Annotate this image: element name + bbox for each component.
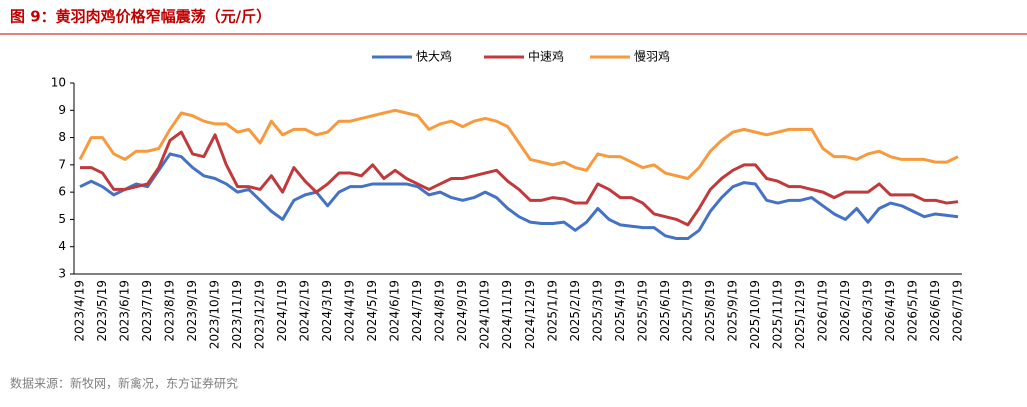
x-tick-label: 2025/11/19 (770, 280, 784, 349)
x-tick-label: 2025/1/19 (545, 280, 559, 342)
x-tick-label: 2025/9/19 (725, 280, 739, 342)
x-tick-label: 2024/5/19 (365, 280, 379, 342)
legend-label: 快大鸡 (416, 49, 452, 64)
x-tick-label: 2024/8/19 (433, 280, 447, 342)
x-tick-label: 2026/3/19 (860, 280, 874, 342)
x-tick-label: 2025/5/19 (635, 280, 649, 342)
y-tick-label: 4 (58, 239, 66, 253)
x-tick-label: 2026/6/19 (928, 280, 942, 342)
y-tick-label: 5 (58, 212, 66, 226)
x-tick-label: 2023/8/19 (163, 280, 177, 342)
y-tick-label: 10 (51, 76, 66, 90)
x-tick-label: 2024/4/19 (343, 280, 357, 342)
x-tick-label: 2023/11/19 (230, 280, 244, 349)
x-tick-label: 2024/12/19 (523, 280, 537, 349)
x-tick-label: 2025/2/19 (568, 280, 582, 342)
x-tick-label: 2024/10/19 (478, 280, 492, 349)
y-tick-label: 6 (58, 185, 66, 199)
x-tick-label: 2026/4/19 (883, 280, 897, 342)
x-tick-label: 2025/4/19 (613, 280, 627, 342)
x-tick-label: 2026/2/19 (838, 280, 852, 342)
x-tick-label: 2025/6/19 (658, 280, 672, 342)
y-tick-label: 7 (58, 157, 66, 171)
x-tick-label: 2024/3/19 (320, 280, 334, 342)
y-tick-label: 9 (58, 103, 66, 117)
x-tick-label: 2026/1/19 (815, 280, 829, 342)
chart-title: 图 9：黄羽肉鸡价格窄幅震荡（元/斤） (10, 8, 271, 26)
x-tick-label: 2025/7/19 (680, 280, 694, 342)
x-tick-label: 2025/12/19 (793, 280, 807, 349)
x-tick-label: 2024/9/19 (455, 280, 469, 342)
x-tick-label: 2025/3/19 (590, 280, 604, 342)
x-tick-label: 2024/1/19 (275, 280, 289, 342)
x-tick-label: 2023/6/19 (118, 280, 132, 342)
x-tick-label: 2025/8/19 (703, 280, 717, 342)
series-line (80, 130, 959, 227)
y-tick-label: 8 (58, 130, 66, 144)
x-tick-label: 2024/2/19 (298, 280, 312, 342)
x-tick-label: 2023/10/19 (208, 280, 222, 349)
legend-label: 中速鸡 (528, 49, 564, 64)
source-note: 数据来源：新牧网，新禽况，东方证券研究 (10, 376, 238, 391)
x-tick-label: 2026/5/19 (905, 280, 919, 342)
series-line (79, 152, 959, 241)
x-tick-label: 2025/10/19 (748, 280, 762, 349)
x-tick-label: 2026/7/19 (951, 280, 965, 342)
x-tick-label: 2023/4/19 (73, 280, 87, 342)
y-tick-label: 3 (58, 267, 66, 281)
x-tick-label: 2023/9/19 (185, 280, 199, 342)
x-tick-label: 2023/12/19 (253, 280, 267, 349)
series-line (78, 108, 959, 180)
legend-label: 慢羽鸡 (634, 49, 670, 64)
x-tick-label: 2024/7/19 (410, 280, 424, 342)
x-tick-label: 2023/5/19 (95, 280, 109, 342)
x-tick-label: 2024/11/19 (500, 280, 514, 349)
x-tick-label: 2023/7/19 (140, 280, 154, 342)
x-tick-label: 2024/6/19 (388, 280, 402, 342)
